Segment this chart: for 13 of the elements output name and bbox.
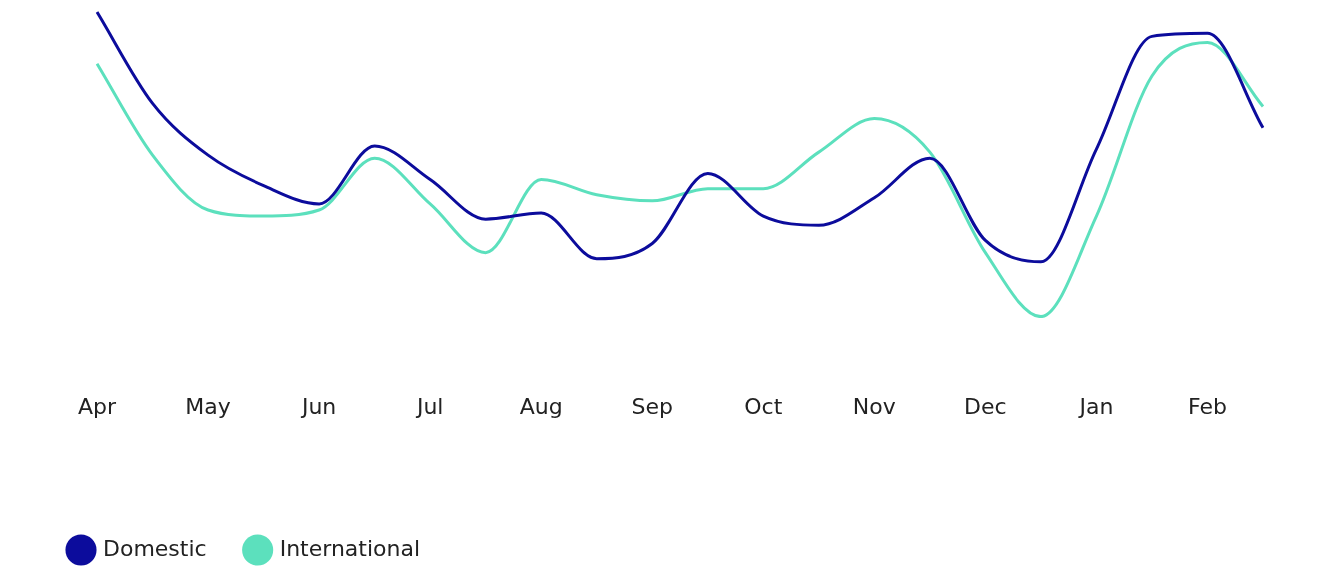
legend-label: Domestic — [103, 535, 207, 561]
x-tick-label: Oct — [744, 393, 783, 419]
legend-label: International — [279, 535, 421, 561]
x-tick-label: Nov — [852, 393, 896, 419]
x-tick-label: Jun — [299, 393, 337, 419]
x-tick-label: Jan — [1077, 393, 1114, 419]
x-tick-label: Sep — [631, 393, 673, 419]
x-tick-label: Jul — [414, 393, 444, 419]
x-tick-label: Feb — [1188, 393, 1227, 419]
x-tick-label: Dec — [964, 393, 1007, 419]
x-tick-label: May — [185, 393, 231, 419]
x-tick-label: Apr — [78, 393, 118, 419]
x-tick-label: Aug — [519, 393, 563, 419]
